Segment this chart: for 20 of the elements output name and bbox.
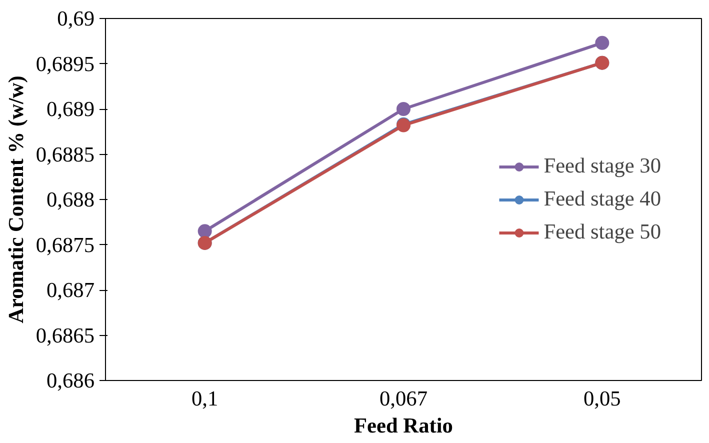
x-axis-title: Feed Ratio [354,414,453,438]
y-tick-label: 0,6875 [36,232,95,257]
y-tick-label: 0,6885 [36,142,95,166]
point [198,224,212,238]
legend-label: Feed stage 40 [544,186,661,212]
y-tick-label: 0,69 [57,6,95,30]
y-tick-label: 0,6895 [36,52,95,76]
y-tick-label: 0,688 [46,188,95,212]
y-tick-label: 0,689 [46,97,95,121]
y-axis-title: Aromatic Content % (w/w) [4,76,28,324]
x-tick-label: 0,067 [380,386,428,410]
y-tick-label: 0,6865 [36,323,95,348]
y-tick-label: 0,686 [46,368,95,392]
x-tick-label: 0,1 [192,386,218,410]
legend-label: Feed stage 30 [544,154,661,178]
point [595,36,610,50]
y-tick-label: 0,687 [46,278,95,302]
x-tick-label: 0,05 [584,386,621,410]
point [396,102,410,116]
legend-label: Feed stage 50 [544,220,661,244]
